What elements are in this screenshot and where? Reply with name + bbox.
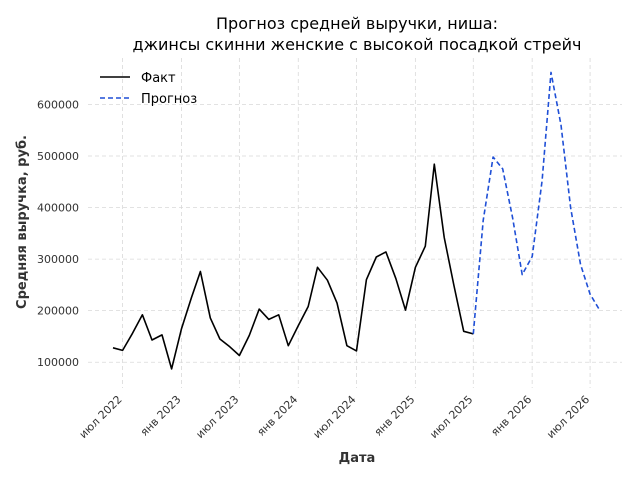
x-tick-label: янв 2026 [488, 393, 534, 439]
x-tick-label: июл 2023 [193, 393, 241, 441]
y-tick-label: 200000 [37, 305, 79, 318]
x-tick-label: янв 2025 [372, 393, 418, 439]
chart-title-line1: Прогноз средней выручки, ниша: [216, 14, 498, 33]
y-axis-ticks: 100000 200000 300000 400000 500000 600000 [37, 98, 79, 369]
y-tick-label: 400000 [37, 202, 79, 215]
x-axis-ticks: июл 2022 янв 2023 июл 2023 янв 2024 июл 2024… [77, 393, 593, 441]
x-tick-label: июл 2022 [77, 393, 125, 441]
legend-label-fact: Факт [141, 71, 176, 86]
y-tick-label: 500000 [37, 150, 79, 163]
grid [88, 58, 622, 388]
y-tick-label: 600000 [37, 98, 79, 111]
x-axis-label: Дата [339, 451, 376, 466]
x-tick-label: июл 2025 [427, 393, 475, 441]
series-line-forecast [472, 71, 601, 334]
x-tick-label: янв 2024 [255, 393, 301, 439]
y-axis-label: Средняя выручка, руб. [15, 135, 30, 309]
legend-label-forecast: Прогноз [141, 92, 197, 107]
series-lines [112, 71, 601, 370]
x-tick-label: июл 2024 [311, 393, 359, 441]
series-line-fact [112, 163, 474, 370]
x-tick-label: янв 2023 [138, 393, 184, 439]
legend: Факт Прогноз [100, 71, 197, 107]
chart-title-line2: джинсы скинни женские с высокой посадкой… [133, 35, 582, 54]
y-tick-label: 300000 [37, 253, 79, 266]
y-tick-label: 100000 [37, 356, 79, 369]
x-tick-label: июл 2026 [544, 393, 592, 441]
